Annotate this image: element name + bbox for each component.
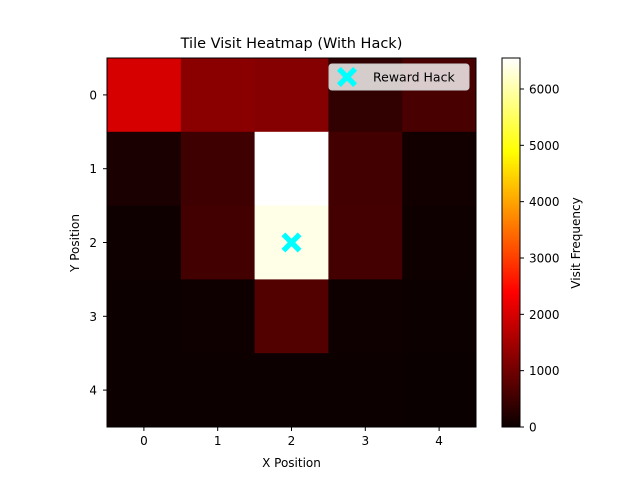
colorbar-tick-label: 6000 [529,82,560,96]
heatmap-cell [402,279,477,354]
heatmap-cell [180,353,256,428]
heatmap-cell [180,131,256,207]
colorbar-tick-label: 0 [529,421,537,435]
heatmap-cell [254,353,329,428]
heatmap-cell [254,279,329,354]
heatmap-cell [402,353,477,428]
legend: Reward Hack [328,63,470,91]
colorbar-label: Visit Frequency [569,197,583,288]
y-tick-label: 1 [89,162,97,176]
x-axis-ticks: 0 1 2 3 4 [140,427,443,448]
heatmap-cell [328,279,403,354]
colorbar-tick-label: 5000 [529,139,560,153]
heatmap-cell [254,131,329,207]
colorbar-ticks: 0 1000 2000 3000 4000 5000 6000 [520,82,560,435]
heatmap-cell [180,279,256,354]
heatmap-cell [107,205,182,280]
chart-title: Tile Visit Heatmap (With Hack) [180,36,403,52]
heatmap-cell [180,58,256,133]
heatmap-cell [107,131,182,207]
colorbar [501,57,521,428]
colorbar-tick-label: 1000 [529,364,560,378]
marker-layer [281,232,302,253]
x-tick-label: 3 [361,434,369,448]
x-tick-label: 1 [214,434,222,448]
heatmap-cell [402,205,477,280]
heatmap-cell [107,353,182,428]
heatmap-cell [254,58,329,133]
legend-box [328,63,470,91]
y-tick-label: 4 [89,384,97,398]
x-axis-label: X Position [262,456,321,470]
y-axis-ticks: 0 1 2 3 4 [89,88,107,398]
y-tick-label: 2 [89,236,97,250]
heatmap-cell [328,205,403,280]
legend-entry-reward-hack: Reward Hack [373,70,455,85]
heatmap-cell [180,205,256,280]
heatmap-cell [328,353,403,428]
legend-marker-icon [337,67,357,87]
legend-x-symbol [337,67,357,87]
reward-hack-marker [281,232,302,253]
y-tick-label: 3 [89,310,97,324]
colorbar-tick-label: 4000 [529,195,560,209]
heatmap-cell [107,58,182,133]
x-tick-label: 4 [435,434,443,448]
colorbar-tick-label: 3000 [529,251,560,265]
colorbar-tick-label: 2000 [529,308,560,322]
x-tick-label: 0 [140,434,148,448]
heatmap-cell [107,279,182,354]
heatmap-cell [328,131,403,207]
heatmap-cell [402,131,477,207]
y-axis-label: Y Position [68,214,82,273]
x-tick-label: 2 [288,434,296,448]
y-tick-label: 0 [89,88,97,102]
